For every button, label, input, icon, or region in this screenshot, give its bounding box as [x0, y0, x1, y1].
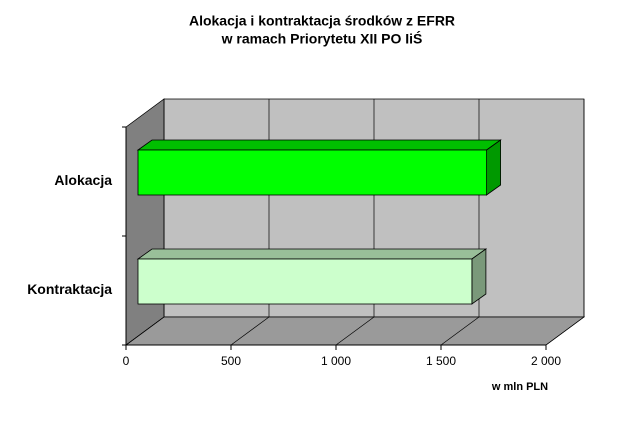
bar-side — [471, 248, 487, 305]
grid-line — [545, 316, 585, 346]
y-tick-label: Alokacja — [54, 172, 112, 188]
bar — [137, 258, 473, 305]
x-axis-label: w mln PLN — [491, 381, 548, 393]
x-tick-label: 1 500 — [426, 354, 456, 368]
x-tick-label: 2 000 — [531, 354, 561, 368]
side-wall — [125, 98, 165, 346]
grid-line — [125, 316, 165, 346]
y-tick-label: Kontraktacja — [27, 281, 112, 297]
chart-title: w ramach Priorytetu XII PO IiŚ — [221, 30, 423, 47]
bar — [137, 149, 488, 196]
grid-line — [440, 316, 480, 346]
bar-top — [136, 248, 488, 260]
x-tick-label: 0 — [123, 354, 130, 368]
grid-line — [230, 316, 270, 346]
bar-side — [486, 139, 502, 196]
x-tick-label: 500 — [221, 354, 241, 368]
chart-title: Alokacja i kontraktacja środków z EFRR — [189, 13, 455, 29]
grid-line — [335, 316, 375, 346]
x-tick-label: 1 000 — [321, 354, 351, 368]
bar-top — [136, 139, 502, 151]
